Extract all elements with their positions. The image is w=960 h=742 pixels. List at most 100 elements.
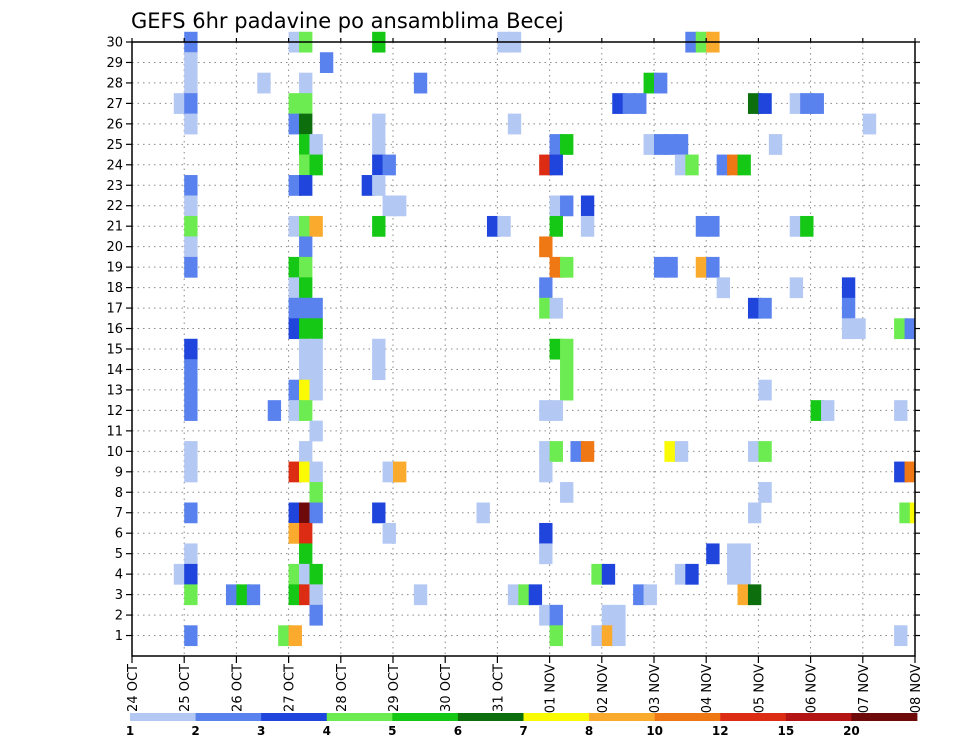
data-cell (862, 113, 877, 135)
data-cell (737, 543, 751, 565)
data-cell (841, 277, 856, 299)
data-cell (539, 461, 553, 483)
data-cell (288, 563, 302, 585)
data-cell (184, 359, 198, 380)
data-cell (288, 522, 302, 544)
x-tick-label: 08 NOV (909, 664, 924, 713)
data-cell (810, 400, 824, 421)
data-cell (821, 400, 835, 421)
data-cell (643, 134, 657, 155)
data-cell (539, 154, 553, 176)
data-cell (309, 359, 323, 380)
data-cell (184, 441, 198, 462)
x-tick-label: 05 NOV (752, 664, 767, 713)
data-cell (246, 584, 261, 606)
data-cell (549, 195, 563, 217)
data-cell (382, 461, 396, 483)
data-cell (184, 195, 198, 217)
colorbar-label: 20 (843, 724, 860, 738)
data-cell (560, 256, 574, 278)
data-cell (580, 195, 595, 217)
data-cell (758, 93, 772, 114)
colorbar-label: 12 (712, 724, 729, 738)
x-tick-label: 01 NOV (544, 664, 559, 713)
data-cell (674, 441, 689, 462)
data-cell (288, 215, 302, 237)
colorbar-segment (457, 713, 524, 721)
data-cell (184, 215, 198, 237)
data-cell (706, 543, 720, 565)
x-tick-label: 25 OCT (178, 664, 193, 712)
data-cell (288, 625, 302, 647)
data-cell (184, 400, 198, 421)
data-cell (299, 154, 313, 176)
data-cell (747, 297, 762, 319)
data-cell (299, 461, 313, 483)
data-cell (184, 584, 198, 606)
data-cell (549, 154, 563, 176)
data-cell (267, 400, 282, 421)
data-cell (184, 93, 198, 114)
data-cell (810, 93, 824, 114)
data-cell (560, 195, 574, 217)
data-cell (372, 175, 386, 196)
data-cell (601, 604, 616, 626)
data-cell (309, 604, 323, 626)
colorbar-label: 4 (323, 724, 331, 738)
data-cell (309, 338, 323, 360)
y-tick-label: 20 (106, 240, 123, 255)
data-cell (539, 604, 553, 626)
y-tick-label: 6 (115, 527, 123, 542)
data-cell (372, 338, 386, 360)
data-cell (372, 113, 386, 135)
data-cell (758, 482, 772, 503)
data-cell (549, 338, 563, 360)
data-cell (299, 256, 313, 278)
data-cells (173, 31, 916, 647)
data-cell (685, 154, 699, 176)
data-cell (904, 461, 916, 483)
data-cell (288, 277, 302, 299)
data-cell (800, 93, 814, 114)
x-tick-label: 31 OCT (491, 664, 506, 712)
y-tick-label: 2 (115, 609, 123, 624)
data-cell (549, 215, 563, 237)
y-tick-label: 17 (106, 302, 123, 317)
y-tick-label: 5 (115, 547, 123, 562)
data-cell (747, 584, 762, 606)
data-cell (497, 215, 511, 237)
data-cell (309, 134, 323, 155)
data-cell (664, 441, 678, 462)
x-tick-label: 06 NOV (805, 664, 820, 713)
data-cell (894, 461, 908, 483)
data-cell (894, 400, 908, 421)
data-cell (539, 277, 553, 299)
data-cell (184, 379, 198, 401)
data-cell (560, 338, 574, 360)
data-cell (539, 543, 553, 565)
data-cell (288, 318, 302, 340)
data-cell (288, 175, 302, 196)
data-cell (528, 584, 543, 606)
data-cell (643, 584, 657, 606)
data-cell (758, 441, 772, 462)
colorbar-label: 2 (191, 724, 199, 738)
y-tick-label: 23 (106, 179, 123, 194)
data-cell (747, 93, 762, 114)
data-cell (716, 154, 730, 176)
data-cell (173, 93, 188, 114)
data-cell (299, 318, 313, 340)
data-cell (299, 134, 313, 155)
y-tick-label: 12 (106, 404, 123, 419)
data-cell (899, 502, 913, 524)
data-cell (664, 134, 678, 155)
data-cell (539, 441, 553, 462)
colorbar-segment (261, 713, 328, 721)
data-cell (299, 175, 313, 196)
data-cell (299, 522, 313, 544)
data-cell (288, 379, 302, 401)
y-tick-label: 25 (106, 138, 123, 153)
data-cell (309, 154, 323, 176)
colorbar-segment (720, 713, 787, 721)
data-cell (319, 52, 334, 73)
